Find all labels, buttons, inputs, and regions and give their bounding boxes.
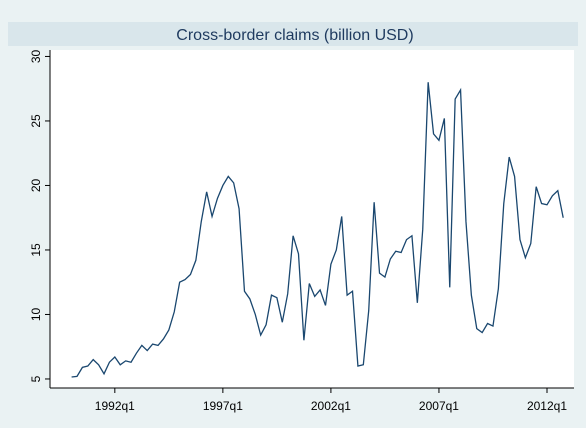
y-tick-label: 20 [29, 178, 43, 192]
x-tick-label: 2007q1 [419, 399, 459, 413]
title-box [8, 22, 578, 46]
chart-title: Cross-border claims (billion USD) [176, 27, 413, 44]
x-tick-label: 1992q1 [95, 399, 135, 413]
y-tick-label: 10 [29, 307, 43, 321]
y-tick-label: 15 [29, 243, 43, 257]
x-tick-label: 1997q1 [203, 399, 243, 413]
y-tick-label: 30 [29, 49, 43, 63]
y-tick-label: 5 [29, 375, 43, 382]
y-tick-label: 25 [29, 114, 43, 128]
x-tick-label: 2002q1 [311, 399, 351, 413]
x-tick-label: 2012q1 [527, 399, 567, 413]
plot-region [50, 50, 574, 388]
line-series [71, 82, 564, 378]
